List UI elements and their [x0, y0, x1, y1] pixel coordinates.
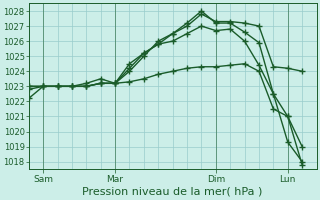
- X-axis label: Pression niveau de la mer( hPa ): Pression niveau de la mer( hPa ): [83, 187, 263, 197]
